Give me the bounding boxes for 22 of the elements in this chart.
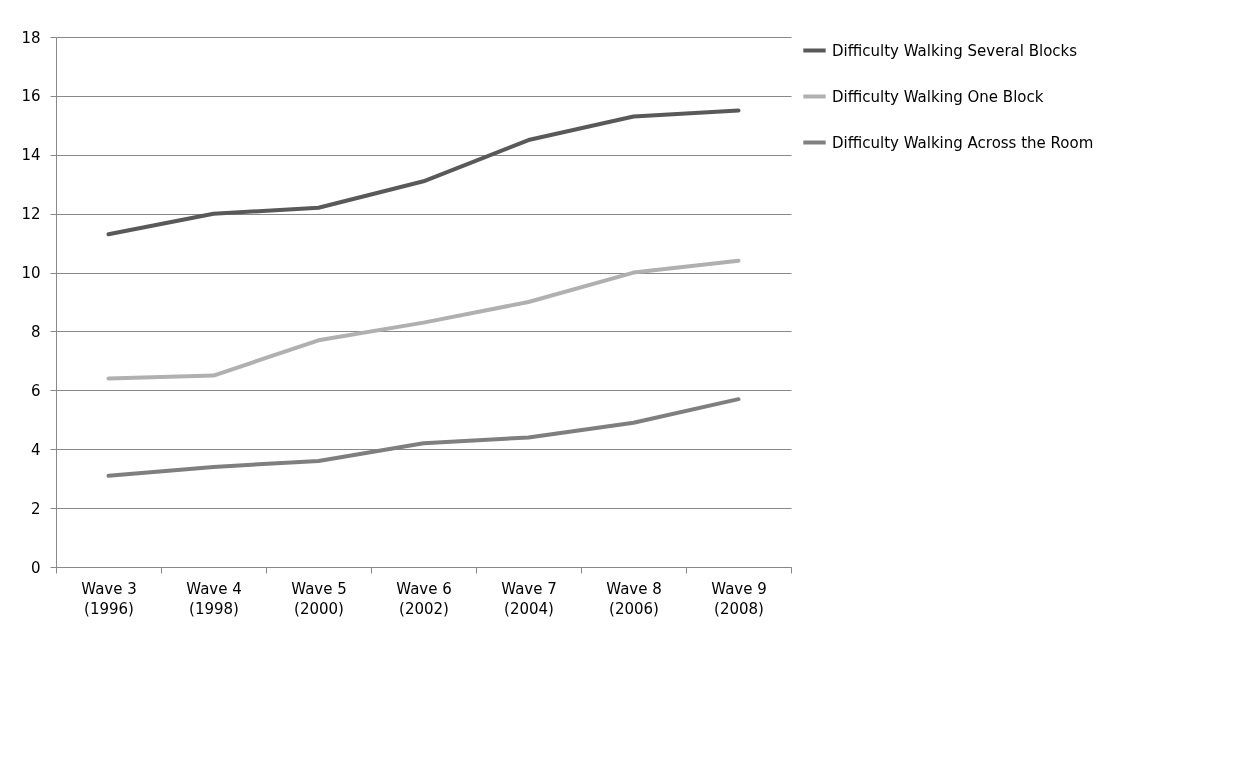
y-tick-label: 10 xyxy=(21,264,41,283)
legend-label: Difficulty Walking Several Blocks xyxy=(832,41,1078,60)
y-tick-label: 0 xyxy=(30,558,41,577)
y-tick-label: 4 xyxy=(30,440,41,459)
line-series xyxy=(106,108,741,237)
x-tick-label: Wave 7 (2004) xyxy=(501,579,557,618)
y-tick-label: 12 xyxy=(21,205,41,224)
y-tick-label: 14 xyxy=(21,146,41,165)
y-tick-label: 8 xyxy=(30,322,41,341)
y-tick-label: 16 xyxy=(21,87,41,106)
x-tick-label: Wave 9 (2008) xyxy=(711,579,767,618)
y-tick-label: 18 xyxy=(21,28,41,47)
x-tick-label: Wave 3 (1996) xyxy=(81,579,137,618)
x-tick-label: Wave 4 (1998) xyxy=(186,579,242,618)
line-series xyxy=(106,258,741,381)
x-tick-label: Wave 5 (2000) xyxy=(291,579,347,618)
x-tick-label: Wave 8 (2006) xyxy=(606,579,662,618)
x-tick-label: Wave 6 (2002) xyxy=(396,579,452,618)
y-tick-label: 6 xyxy=(30,381,41,400)
legend-label: Difficulty Walking One Block xyxy=(832,87,1044,106)
legend-label: Difficulty Walking Across the Room xyxy=(832,133,1094,152)
y-tick-label: 2 xyxy=(30,499,41,518)
